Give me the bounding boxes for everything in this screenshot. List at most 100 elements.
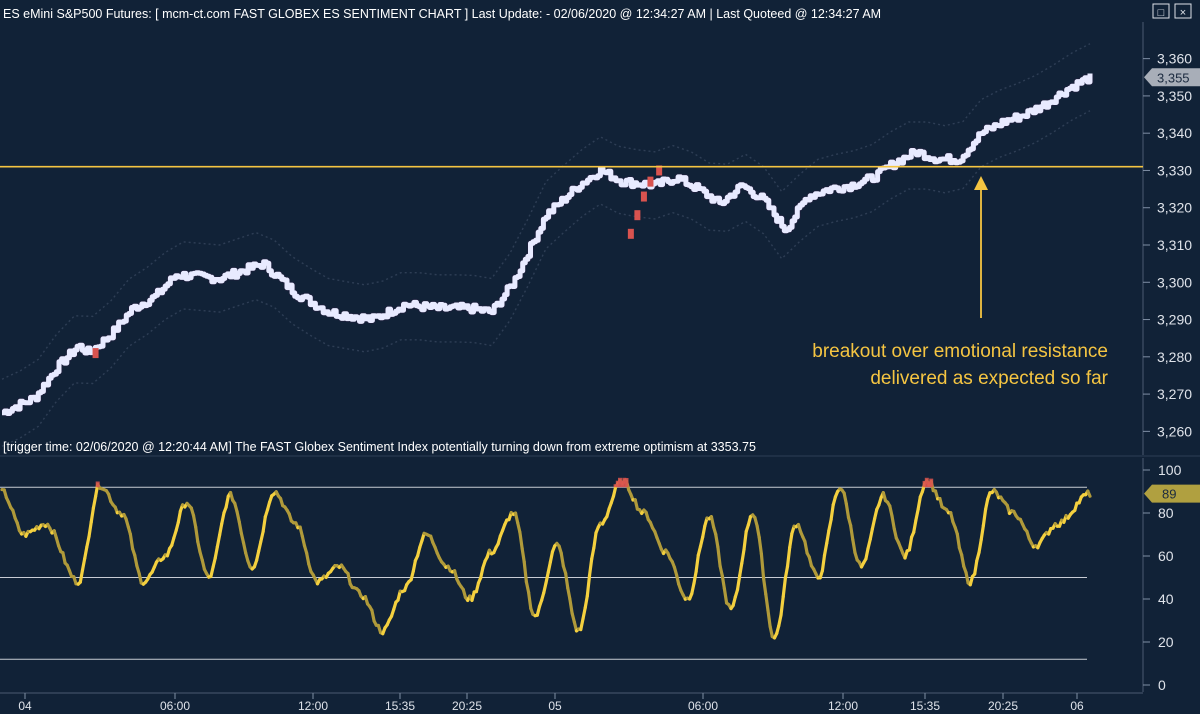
chart-header: ES eMini S&P500 Futures: [ mcm-ct.com FA… [3, 7, 881, 21]
time-tick-label: 12:00 [828, 699, 858, 713]
sentiment-segment [411, 558, 417, 573]
price-extreme-marker [640, 191, 647, 202]
sentiment-segment [241, 541, 248, 555]
price-envelope-lower [1, 110, 1091, 447]
sentiment-segment [513, 511, 520, 525]
sentiment-segment [194, 525, 200, 544]
sentiment-segment [524, 580, 531, 594]
sentiment-tick-label: 40 [1158, 591, 1174, 607]
price-tick-label: 3,310 [1157, 237, 1192, 253]
close-button[interactable] [1174, 3, 1192, 19]
maximize-button[interactable] [1152, 3, 1170, 19]
sentiment-segment [709, 515, 716, 529]
sentiment-segment [133, 553, 139, 568]
sentiment-segment [822, 541, 829, 557]
sentiment-tick-label: 20 [1158, 634, 1174, 650]
sentiment-segment [261, 515, 267, 534]
sentiment-segment [872, 507, 879, 521]
sentiment-segment [83, 545, 89, 561]
sentiment-segment [78, 568, 85, 584]
sentiment-last-value-badge: 89 [1144, 484, 1200, 503]
price-tick-label: 3,300 [1157, 274, 1192, 290]
sentiment-segment [914, 507, 920, 522]
time-tick-label: 15:35 [910, 699, 940, 713]
sentiment-extreme-marker [95, 481, 100, 488]
sentiment-segment [255, 548, 261, 563]
sentiment-segment [544, 570, 550, 585]
sentiment-segment [692, 570, 698, 585]
sentiment-segment [259, 530, 265, 543]
trigger-message: [trigger time: 02/06/2020 @ 12:20:44 AM]… [3, 440, 756, 454]
sentiment-segment [735, 573, 742, 592]
sentiment-segment [755, 524, 761, 539]
sentiment-segment [522, 560, 529, 584]
price-tick-label: 3,330 [1157, 162, 1192, 178]
annotation-line-1: breakout over emotional resistance [812, 341, 1108, 362]
sentiment-segment [305, 551, 311, 566]
sentiment-segment [579, 617, 585, 632]
sentiment-segment [542, 581, 548, 595]
sentiment-extreme-marker [620, 480, 625, 488]
sentiment-segment [701, 524, 707, 539]
sentiment-segment [85, 534, 91, 549]
sentiment-extreme-marker [929, 478, 934, 488]
sentiment-tick-label: 0 [1158, 677, 1166, 693]
sentiment-segment [768, 624, 774, 639]
sentiment-segment [820, 553, 827, 573]
sentiment-segment [973, 559, 979, 576]
sentiment-extreme-marker [615, 480, 620, 488]
sentiment-segment [91, 494, 98, 510]
sentiment-segment [694, 553, 700, 574]
sentiment-extreme-marker [922, 480, 927, 488]
sentiment-segment [563, 571, 570, 590]
price-extreme-markers [92, 165, 663, 359]
time-tick-label: 06 [1070, 699, 1084, 713]
sentiment-segment [912, 518, 918, 534]
price-tick-label: 3,260 [1157, 423, 1192, 439]
sentiment-segment [864, 546, 870, 561]
sentiment-segment [61, 551, 67, 565]
sentiment-segment [761, 576, 768, 596]
sentiment-segment [546, 560, 553, 575]
sentiment-reference-lines [0, 486, 1087, 660]
price-extreme-marker [627, 228, 634, 239]
sentiment-segment [870, 517, 877, 531]
sentiment-segment [479, 566, 485, 580]
price-extreme-marker [92, 348, 99, 359]
sentiment-segment [892, 526, 898, 540]
sentiment-segment [785, 545, 792, 569]
price-tick-label: 3,290 [1157, 312, 1192, 328]
sentiment-segment [979, 523, 986, 542]
sentiment-segment [829, 503, 835, 522]
sentiment-extreme-markers [95, 477, 934, 488]
price-envelope [1, 43, 1091, 447]
sentiment-segment [220, 511, 226, 526]
annotation-arrow-head [974, 176, 988, 190]
sentiment-segment [825, 528, 831, 545]
price-tick-label: 3,280 [1157, 349, 1192, 365]
sentiment-extreme-marker [622, 477, 627, 488]
sentiment-segment [848, 523, 855, 542]
sentiment-tick-label: 80 [1158, 505, 1174, 521]
sentiment-segment [916, 495, 922, 512]
sentiment-segment [592, 531, 598, 550]
sentiment-segment [766, 608, 772, 628]
annotation: breakout over emotional resistance deliv… [812, 176, 1109, 389]
sentiment-segment [566, 586, 572, 601]
sentiment-segment [844, 502, 851, 520]
sentiment-segment [568, 597, 574, 615]
sentiment-segment [548, 550, 555, 564]
sentiment-segment [779, 595, 785, 617]
sentiment-segment [518, 530, 524, 550]
price-last-value: 3,355 [1157, 70, 1190, 85]
sentiment-y-axis: 0 20 40 60 80 100 [1143, 462, 1182, 693]
sentiment-segment [300, 534, 307, 548]
time-tick-label: 04 [18, 699, 32, 713]
sentiment-segment [983, 497, 990, 511]
sentiment-segment [720, 574, 727, 591]
time-tick-label: 06:00 [160, 699, 190, 713]
sentiment-segment [716, 545, 722, 568]
sentiment-segment [740, 547, 746, 565]
sentiment-extreme-marker [613, 484, 618, 488]
window-icon: □ [1158, 7, 1165, 19]
